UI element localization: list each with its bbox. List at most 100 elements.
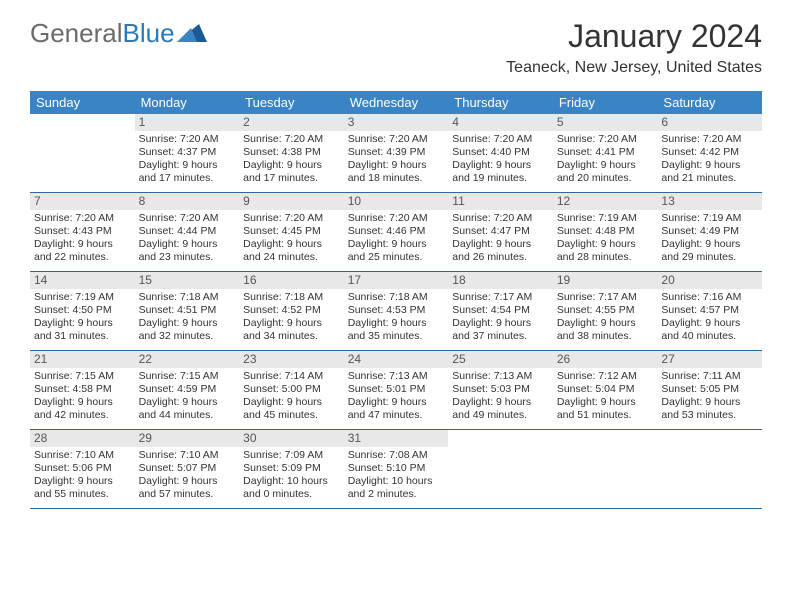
weekday-label: Sunday bbox=[30, 91, 135, 114]
day-number: 3 bbox=[344, 114, 449, 131]
sunset-text: Sunset: 5:00 PM bbox=[243, 383, 340, 396]
daylight-text: Daylight: 9 hours and 18 minutes. bbox=[348, 159, 445, 185]
sunrise-text: Sunrise: 7:14 AM bbox=[243, 370, 340, 383]
sunset-text: Sunset: 4:55 PM bbox=[557, 304, 654, 317]
day-number: 16 bbox=[239, 272, 344, 289]
sunrise-text: Sunrise: 7:20 AM bbox=[348, 212, 445, 225]
sunset-text: Sunset: 5:09 PM bbox=[243, 462, 340, 475]
day-number: 1 bbox=[135, 114, 240, 131]
calendar-cell: 24 Sunrise: 7:13 AMSunset: 5:01 PMDayligh… bbox=[344, 351, 449, 429]
logo-icon bbox=[177, 24, 207, 42]
day-number: 4 bbox=[448, 114, 553, 131]
calendar-cell: 19Sunrise: 7:17 AMSunset: 4:55 PMDayligh… bbox=[553, 272, 658, 350]
weekday-label: Thursday bbox=[448, 91, 553, 114]
calendar-cell: 27Sunrise: 7:11 AMSunset: 5:05 PMDayligh… bbox=[657, 351, 762, 429]
sunset-text: Sunset: 4:50 PM bbox=[34, 304, 131, 317]
sunset-text: Sunset: 4:54 PM bbox=[452, 304, 549, 317]
sunset-text: Sunset: 5:01 PM bbox=[348, 383, 445, 396]
sunset-text: Sunset: 4:43 PM bbox=[34, 225, 131, 238]
calendar-cell: 14Sunrise: 7:19 AMSunset: 4:50 PMDayligh… bbox=[30, 272, 135, 350]
daylight-text: Daylight: 10 hours and 0 minutes. bbox=[243, 475, 340, 501]
daylight-text: Daylight: 9 hours and 32 minutes. bbox=[139, 317, 236, 343]
day-number: 17 bbox=[344, 272, 449, 289]
sunset-text: Sunset: 4:42 PM bbox=[661, 146, 758, 159]
calendar-cell bbox=[657, 430, 762, 508]
daylight-text: Daylight: 9 hours and 47 minutes. bbox=[348, 396, 445, 422]
sunrise-text: Sunrise: 7:20 AM bbox=[243, 133, 340, 146]
calendar-cell: 17Sunrise: 7:18 AMSunset: 4:53 PMDayligh… bbox=[344, 272, 449, 350]
calendar-cell: 21Sunrise: 7:15 AMSunset: 4:58 PMDayligh… bbox=[30, 351, 135, 429]
calendar-cell: 6Sunrise: 7:20 AMSunset: 4:42 PMDaylight… bbox=[657, 114, 762, 192]
day-number: 15 bbox=[135, 272, 240, 289]
day-number: 20 bbox=[657, 272, 762, 289]
daylight-text: Daylight: 9 hours and 57 minutes. bbox=[139, 475, 236, 501]
calendar-cell: 18Sunrise: 7:17 AMSunset: 4:54 PMDayligh… bbox=[448, 272, 553, 350]
daylight-text: Daylight: 9 hours and 34 minutes. bbox=[243, 317, 340, 343]
sunset-text: Sunset: 4:41 PM bbox=[557, 146, 654, 159]
day-number: 24 bbox=[344, 351, 449, 368]
sunrise-text: Sunrise: 7:09 AM bbox=[243, 449, 340, 462]
day-number: 28 bbox=[30, 430, 135, 447]
sunrise-text: Sunrise: 7:13 AM bbox=[348, 370, 445, 383]
daylight-text: Daylight: 9 hours and 53 minutes. bbox=[661, 396, 758, 422]
calendar-week: 28Sunrise: 7:10 AMSunset: 5:06 PMDayligh… bbox=[30, 430, 762, 509]
daylight-text: Daylight: 9 hours and 55 minutes. bbox=[34, 475, 131, 501]
sunrise-text: Sunrise: 7:08 AM bbox=[348, 449, 445, 462]
sunset-text: Sunset: 4:57 PM bbox=[661, 304, 758, 317]
sunrise-text: Sunrise: 7:20 AM bbox=[139, 212, 236, 225]
logo: GeneralBlue bbox=[30, 18, 207, 49]
day-number: 8 bbox=[135, 193, 240, 210]
sunrise-text: Sunrise: 7:15 AM bbox=[139, 370, 236, 383]
calendar-cell: 30Sunrise: 7:09 AMSunset: 5:09 PMDayligh… bbox=[239, 430, 344, 508]
calendar-cell: 22 Sunrise: 7:15 AMSunset: 4:59 PMDayligh… bbox=[135, 351, 240, 429]
sunset-text: Sunset: 4:59 PM bbox=[139, 383, 236, 396]
sunset-text: Sunset: 4:49 PM bbox=[661, 225, 758, 238]
sunset-text: Sunset: 4:38 PM bbox=[243, 146, 340, 159]
calendar-cell: 9Sunrise: 7:20 AMSunset: 4:45 PMDaylight… bbox=[239, 193, 344, 271]
daylight-text: Daylight: 9 hours and 31 minutes. bbox=[34, 317, 131, 343]
calendar-cell: 28Sunrise: 7:10 AMSunset: 5:06 PMDayligh… bbox=[30, 430, 135, 508]
day-number: 5 bbox=[553, 114, 658, 131]
daylight-text: Daylight: 9 hours and 25 minutes. bbox=[348, 238, 445, 264]
calendar-cell: 15Sunrise: 7:18 AMSunset: 4:51 PMDayligh… bbox=[135, 272, 240, 350]
weekday-label: Saturday bbox=[657, 91, 762, 114]
day-number: 21 bbox=[30, 351, 135, 368]
daylight-text: Daylight: 9 hours and 38 minutes. bbox=[557, 317, 654, 343]
calendar-week: 7Sunrise: 7:20 AMSunset: 4:43 PMDaylight… bbox=[30, 193, 762, 272]
sunset-text: Sunset: 5:05 PM bbox=[661, 383, 758, 396]
sunrise-text: Sunrise: 7:10 AM bbox=[34, 449, 131, 462]
sunset-text: Sunset: 4:37 PM bbox=[139, 146, 236, 159]
sunrise-text: Sunrise: 7:17 AM bbox=[452, 291, 549, 304]
daylight-text: Daylight: 9 hours and 19 minutes. bbox=[452, 159, 549, 185]
daylight-text: Daylight: 10 hours and 2 minutes. bbox=[348, 475, 445, 501]
daylight-text: Daylight: 9 hours and 22 minutes. bbox=[34, 238, 131, 264]
daylight-text: Daylight: 9 hours and 44 minutes. bbox=[139, 396, 236, 422]
day-number: 26 bbox=[553, 351, 658, 368]
sunrise-text: Sunrise: 7:20 AM bbox=[243, 212, 340, 225]
calendar-cell: 4Sunrise: 7:20 AMSunset: 4:40 PMDaylight… bbox=[448, 114, 553, 192]
sunrise-text: Sunrise: 7:13 AM bbox=[452, 370, 549, 383]
sunset-text: Sunset: 4:51 PM bbox=[139, 304, 236, 317]
sunrise-text: Sunrise: 7:15 AM bbox=[34, 370, 131, 383]
page-header: GeneralBlue January 2024 Teaneck, New Je… bbox=[0, 0, 792, 85]
day-number: 18 bbox=[448, 272, 553, 289]
sunrise-text: Sunrise: 7:20 AM bbox=[452, 133, 549, 146]
calendar-cell: 1Sunrise: 7:20 AMSunset: 4:37 PMDaylight… bbox=[135, 114, 240, 192]
sunset-text: Sunset: 4:52 PM bbox=[243, 304, 340, 317]
sunrise-text: Sunrise: 7:12 AM bbox=[557, 370, 654, 383]
sunrise-text: Sunrise: 7:19 AM bbox=[661, 212, 758, 225]
sunset-text: Sunset: 4:45 PM bbox=[243, 225, 340, 238]
location-subtitle: Teaneck, New Jersey, United States bbox=[506, 59, 762, 77]
calendar-week: 1Sunrise: 7:20 AMSunset: 4:37 PMDaylight… bbox=[30, 114, 762, 193]
daylight-text: Daylight: 9 hours and 24 minutes. bbox=[243, 238, 340, 264]
calendar-cell bbox=[30, 114, 135, 192]
sunrise-text: Sunrise: 7:19 AM bbox=[34, 291, 131, 304]
calendar-cell: 25Sunrise: 7:13 AMSunset: 5:03 PMDayligh… bbox=[448, 351, 553, 429]
sunset-text: Sunset: 5:10 PM bbox=[348, 462, 445, 475]
daylight-text: Daylight: 9 hours and 20 minutes. bbox=[557, 159, 654, 185]
sunset-text: Sunset: 4:39 PM bbox=[348, 146, 445, 159]
sunrise-text: Sunrise: 7:11 AM bbox=[661, 370, 758, 383]
day-number: 22 bbox=[135, 351, 240, 368]
day-number: 11 bbox=[448, 193, 553, 210]
calendar-cell: 10Sunrise: 7:20 AMSunset: 4:46 PMDayligh… bbox=[344, 193, 449, 271]
